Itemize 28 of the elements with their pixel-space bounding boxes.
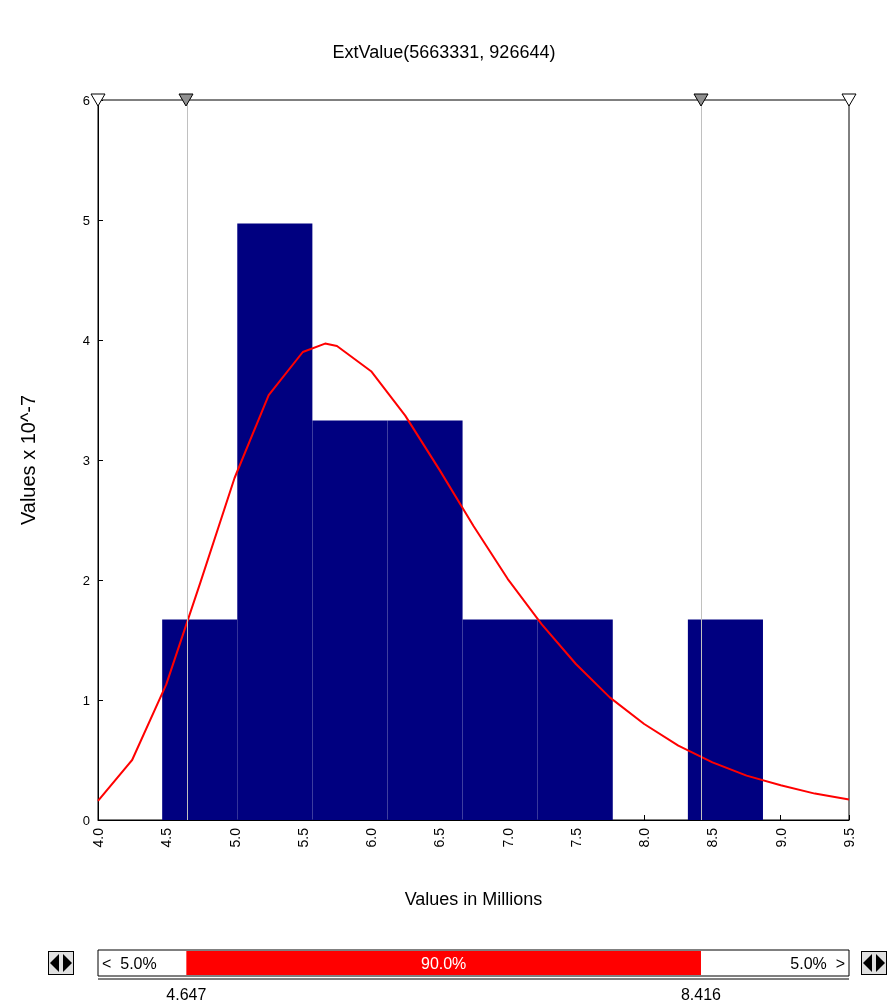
x-tick-label: 6.0 <box>363 827 380 848</box>
y-tick-label: 0 <box>82 812 90 828</box>
text: 4.647 <box>166 985 207 1003</box>
text: < 5.0% <box>102 954 157 972</box>
x-tick-label: 5.0 <box>226 827 243 848</box>
text: 5.0% > <box>790 954 845 972</box>
x-axis-title: Values in Millions <box>404 889 543 909</box>
y-tick-label: 1 <box>82 692 90 708</box>
text: 8.416 <box>680 985 722 1003</box>
line-series <box>97 342 850 802</box>
y-tick-label: 2 <box>82 572 90 588</box>
x-tick-label: 4.0 <box>90 827 106 848</box>
y-axis-title: Values x 10^-7 <box>17 394 39 526</box>
x-tick-label: 7.5 <box>567 827 584 848</box>
x-tick-label: 9.0 <box>772 827 789 848</box>
x-tick-label: 7.0 <box>499 827 516 848</box>
x-tick-label: 5.5 <box>294 827 311 848</box>
y-tick-label: 3 <box>82 452 90 468</box>
x-tick-label: 9.5 <box>841 827 857 848</box>
text: 90.0% <box>420 954 467 972</box>
x-tick-label: 8.0 <box>636 827 653 848</box>
y-tick-label: 4 <box>82 332 90 348</box>
x-tick-label: 6.5 <box>431 827 448 848</box>
y-tick-label: 6 <box>82 92 90 108</box>
chart-title: ExtValue(5663331, 926644) <box>332 42 556 62</box>
x-tick-label: 8.5 <box>704 827 721 848</box>
x-tick-label: 4.5 <box>158 827 175 848</box>
y-tick-label: 5 <box>82 212 90 228</box>
